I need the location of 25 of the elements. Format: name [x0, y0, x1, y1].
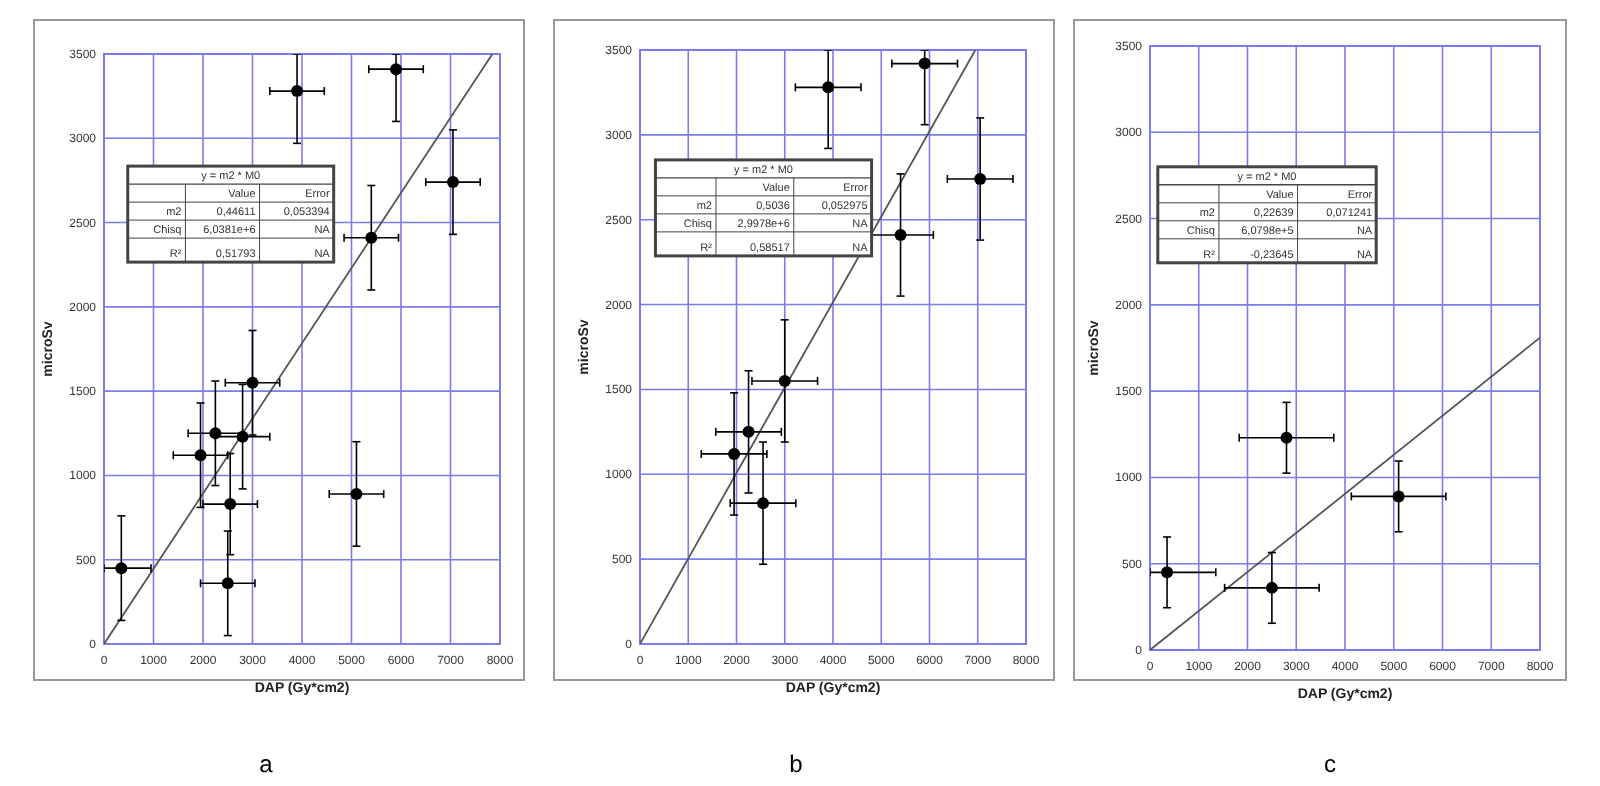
point — [778, 374, 791, 387]
point — [291, 85, 304, 98]
point — [246, 376, 259, 389]
point — [115, 562, 128, 575]
point — [822, 81, 835, 94]
point — [1161, 566, 1174, 579]
point — [1265, 581, 1278, 594]
point — [446, 176, 459, 189]
point — [390, 63, 403, 76]
point — [974, 172, 987, 185]
point — [224, 498, 237, 511]
text: a — [259, 750, 274, 778]
point — [221, 577, 234, 590]
point — [757, 497, 770, 510]
point — [1280, 431, 1293, 444]
point — [194, 449, 207, 462]
point — [1392, 490, 1405, 503]
text: b — [789, 750, 804, 778]
point — [918, 57, 931, 70]
point — [728, 447, 741, 460]
point — [742, 425, 755, 438]
point — [365, 231, 378, 244]
text: c — [1324, 750, 1336, 778]
point — [894, 228, 907, 241]
point — [350, 487, 363, 500]
